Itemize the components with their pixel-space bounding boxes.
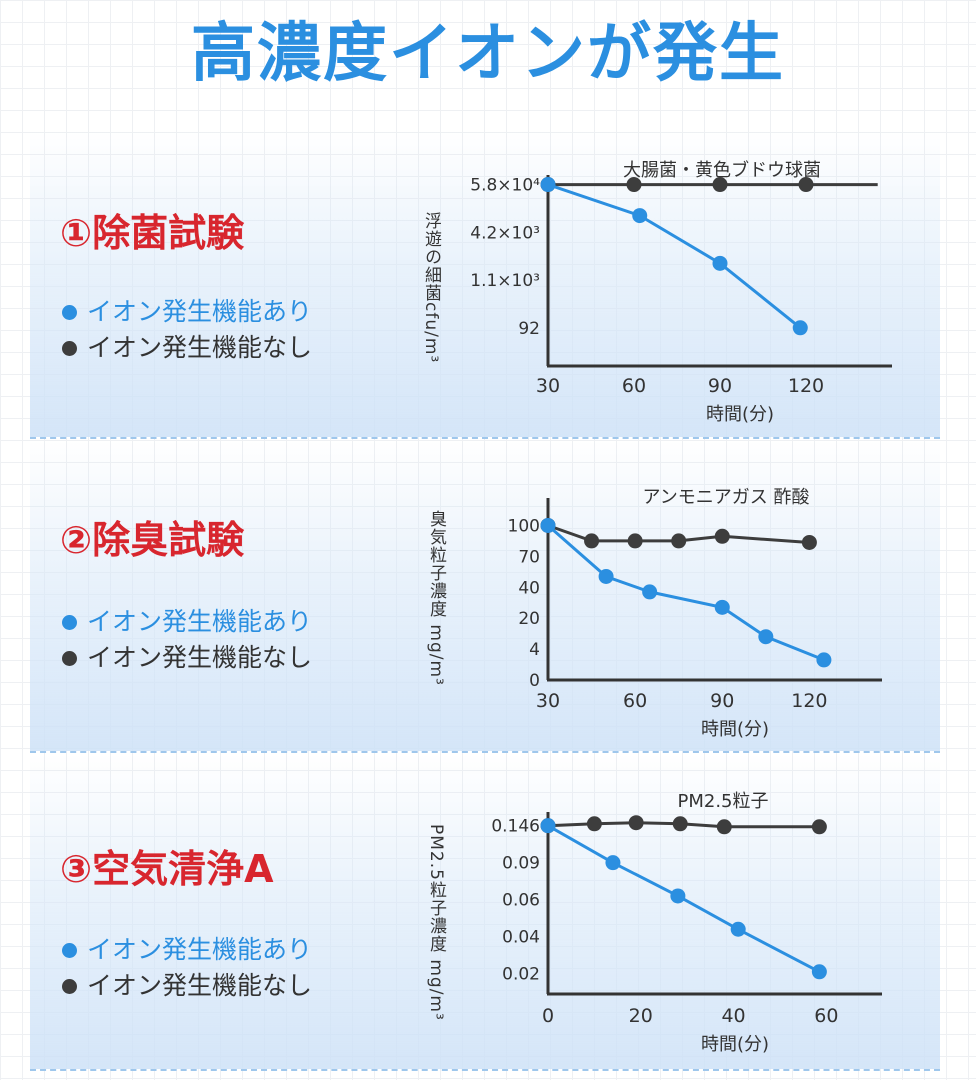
data-point-ion-off — [626, 177, 642, 193]
x-tick-label: 60 — [814, 1005, 838, 1027]
data-point-ion-off — [628, 815, 644, 831]
black-dot-icon — [62, 650, 77, 666]
legend-label: イオン発生機能あり — [87, 297, 313, 326]
legend-label: イオン発生機能なし — [87, 333, 313, 362]
data-point-ion-on — [540, 177, 556, 193]
panel-heading: ①除菌試験 — [60, 211, 245, 255]
y-tick-label: 4 — [529, 640, 540, 660]
data-point-ion-on — [642, 584, 658, 600]
data-point-ion-on — [632, 208, 648, 224]
data-point-ion-off — [801, 534, 817, 550]
y-axis-label: 臭気粒子濃度 mg/m³ — [426, 510, 446, 686]
series-line-ion-on — [547, 183, 802, 329]
x-tick-label: 90 — [708, 375, 732, 397]
chart-title: 大腸菌・黄色ブドウ球菌 — [623, 159, 821, 181]
data-point-ion-off — [712, 177, 728, 193]
data-point-ion-on — [730, 921, 746, 937]
legend-label: イオン発生機能なし — [87, 643, 313, 672]
data-point-ion-off — [811, 819, 827, 835]
chart-title: PM2.5粒子 — [677, 791, 768, 812]
y-tick-label: 0.02 — [502, 965, 540, 985]
chart-sterilization: 大腸菌・黄色ブドウ球菌 5.8×10⁴ 4.2×10³ 1.1×10³ 92 30 60 90… — [470, 159, 892, 425]
data-point-ion-on — [605, 855, 621, 871]
series-line-ion-on — [547, 524, 825, 662]
data-point-ion-off — [672, 816, 688, 832]
x-tick-label: 20 — [629, 1005, 653, 1027]
y-tick-label: 40 — [518, 578, 540, 598]
legend-ion-on: イオン発生機能あり — [62, 606, 312, 638]
y-tick-label: 0.09 — [502, 854, 540, 874]
data-point-ion-on — [670, 888, 686, 904]
y-axis-label: 浮遊の細菌cfu/m³ — [421, 212, 441, 364]
x-axis-label: 時間(分) — [701, 719, 769, 740]
blue-dot-icon — [62, 614, 77, 630]
legend-ion-off: イオン発生機能なし — [62, 642, 312, 674]
x-axis-label: 時間(分) — [701, 1034, 769, 1055]
x-tick-label: 120 — [791, 690, 827, 712]
data-point-ion-on — [540, 818, 556, 834]
x-tick-label: 30 — [536, 690, 560, 712]
legend-ion-on: イオン発生機能あり — [62, 934, 312, 966]
blue-dot-icon — [62, 942, 77, 958]
data-point-ion-on — [811, 964, 827, 980]
data-point-ion-off — [586, 816, 602, 832]
data-point-ion-off — [716, 819, 732, 835]
x-tick-label: 90 — [710, 690, 734, 712]
black-dot-icon — [62, 978, 77, 994]
x-tick-label: 120 — [788, 375, 824, 397]
x-tick-label: 40 — [721, 1005, 745, 1027]
black-dot-icon — [62, 340, 77, 356]
y-tick-label: 20 — [518, 609, 540, 629]
data-point-ion-off — [627, 533, 643, 549]
series-line-ion-off — [547, 821, 820, 829]
y-tick-label: 100 — [508, 516, 540, 536]
blue-dot-icon — [62, 304, 77, 320]
panel-sterilization-test: ①除菌試験 イオン発生機能あり イオン発生機能なし 浮遊の細菌cfu/m³ 大腸… — [30, 130, 940, 439]
y-tick-label: 5.8×10⁴ — [470, 176, 540, 196]
x-tick-label: 30 — [536, 375, 560, 397]
panel-deodorization-test: ②除臭試験 イオン発生機能あり イオン発生機能なし 臭気粒子濃度 mg/m³ ア… — [30, 440, 940, 753]
data-point-ion-off — [671, 533, 687, 549]
panel-air-purification: ③空気清浄A イオン発生機能あり イオン発生機能なし PM2.5粒子濃度 mg/… — [30, 754, 940, 1071]
data-point-ion-on — [758, 629, 774, 645]
data-point-ion-off — [798, 177, 814, 193]
panel-heading: ③空気清浄A — [60, 847, 274, 891]
panel-heading: ②除臭試験 — [60, 518, 245, 562]
page-title: 高濃度イオンが発生 — [191, 17, 785, 91]
data-point-ion-on — [792, 320, 808, 336]
y-tick-label: 0.06 — [502, 891, 540, 911]
y-tick-label: 70 — [518, 547, 540, 567]
data-point-ion-on — [816, 652, 832, 668]
y-tick-label: 0.04 — [502, 928, 540, 948]
chart-pm25: PM2.5粒子 0.146 0.09 0.06 0.04 0.020 20 40 60 時間(分) — [491, 791, 882, 1055]
y-tick-label: 0.146 — [491, 817, 540, 837]
data-point-ion-on — [712, 255, 728, 271]
y-tick-label: 0 — [529, 671, 540, 691]
y-tick-label: 4.2×10³ — [470, 223, 540, 243]
y-axis-label: PM2.5粒子濃度 mg/m³ — [426, 824, 446, 1021]
data-point-ion-on — [598, 568, 614, 584]
x-tick-label: 60 — [622, 375, 646, 397]
y-tick-label: 92 — [518, 319, 540, 339]
data-point-ion-off — [714, 528, 730, 544]
data-point-ion-on — [540, 517, 556, 533]
legend-ion-off: イオン発生機能なし — [62, 332, 312, 364]
legend-ion-on: イオン発生機能あり — [62, 296, 312, 328]
x-axis-label: 時間(分) — [706, 404, 774, 425]
legend-label: イオン発生機能なし — [87, 971, 313, 1000]
series-line-ion-off — [547, 524, 810, 544]
x-tick-label: 60 — [623, 690, 647, 712]
x-tick-label: 0 — [542, 1005, 554, 1027]
data-point-ion-off — [584, 533, 600, 549]
legend-label: イオン発生機能あり — [87, 607, 313, 636]
chart-title: アンモニアガス 酢酸 — [642, 487, 809, 508]
data-point-ion-on — [714, 599, 730, 615]
legend-ion-off: イオン発生機能なし — [62, 970, 312, 1002]
legend-label: イオン発生機能あり — [87, 935, 313, 964]
y-tick-label: 1.1×10³ — [470, 271, 540, 291]
